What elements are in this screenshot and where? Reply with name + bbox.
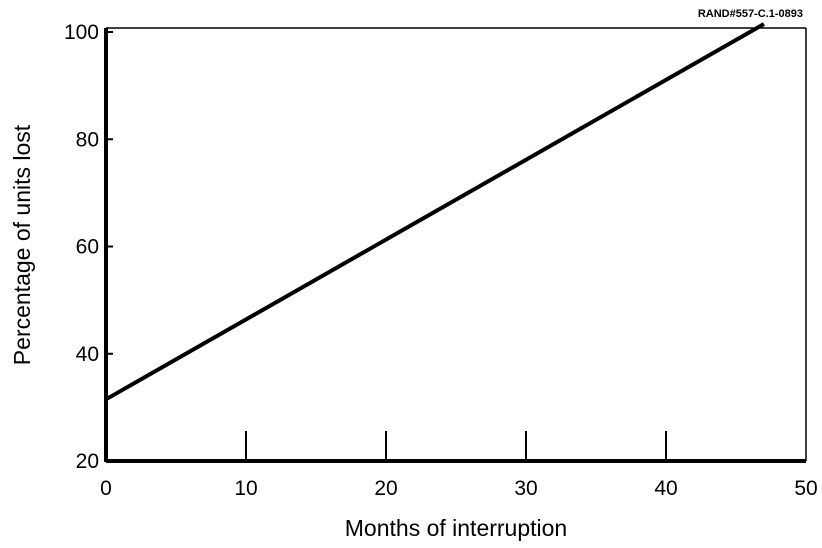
x-tick-label-0: 0 — [100, 477, 112, 500]
y-tick-label-4: 100 — [64, 21, 99, 44]
x-tick-label-3: 30 — [514, 477, 537, 500]
y-tick-label-2: 60 — [76, 236, 99, 259]
x-ticks — [245, 431, 667, 461]
x-axis-title: Months of interruption — [345, 515, 567, 541]
series-line-0 — [105, 22, 765, 402]
x-tick-label-4: 40 — [654, 477, 677, 500]
series-layer — [105, 22, 765, 402]
y-tick-label-3: 80 — [76, 128, 99, 151]
y-axis-title: Percentage of units lost — [9, 124, 35, 365]
y-tick-label-1: 40 — [76, 343, 99, 366]
x-tick-label-2: 20 — [374, 477, 397, 500]
y-tick-label-0: 20 — [76, 450, 99, 473]
x-tick-label-5: 50 — [794, 477, 817, 500]
y-ticks — [106, 31, 113, 462]
source-note: RAND#557-C.1-0893 — [698, 8, 803, 20]
x-tick-label-1: 10 — [234, 477, 257, 500]
plot-frame — [104, 27, 807, 463]
y-tick-labels: 20 40 60 80 100 — [64, 21, 99, 473]
x-tick-labels: 0 10 20 30 40 50 — [100, 477, 818, 500]
